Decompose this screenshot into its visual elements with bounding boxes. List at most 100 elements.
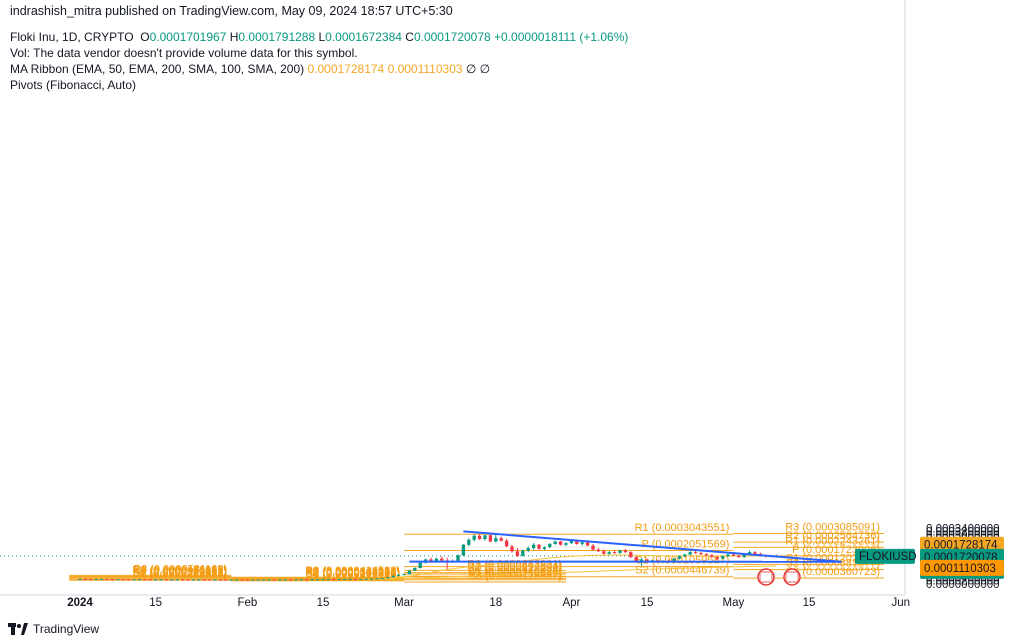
candle-body (521, 550, 525, 556)
x-tick-label: 15 (317, 597, 330, 609)
candle-body (148, 579, 152, 581)
ma-ribbon-label: MA Ribbon (EMA, 50, EMA, 200, SMA, 100, … (10, 62, 305, 76)
candle-body (364, 578, 368, 580)
change-value: +0.0000018111 (+1.06%) (494, 30, 629, 44)
candle-body (434, 558, 439, 563)
ma-ribbon-legend[interactable]: MA Ribbon (EMA, 50, EMA, 200, SMA, 100, … (10, 62, 490, 76)
candle-body (688, 552, 692, 555)
pivot-label: R1 (0.0002243261) (785, 535, 880, 547)
candle-body (245, 579, 250, 581)
flag-stripes-icon (759, 571, 773, 583)
candle-body (299, 579, 304, 581)
event-icons[interactable] (757, 568, 801, 586)
candle-body (170, 579, 174, 581)
candle-body (121, 579, 125, 581)
candle-body (580, 542, 584, 544)
candle-body (623, 550, 628, 553)
moving-averages (360, 554, 777, 581)
candle-body (396, 574, 401, 576)
ma-value-2: 0.0001110303 (387, 62, 463, 76)
candle-body (267, 579, 271, 581)
candle-body (180, 579, 185, 581)
candle-body (564, 543, 568, 545)
x-tick-label: 15 (803, 597, 816, 609)
candle-body (629, 552, 633, 558)
tradingview-footer: TradingView (8, 622, 99, 636)
high-label: H (229, 30, 239, 44)
candle-body (332, 579, 336, 581)
publisher-info: indrashish_mitra published on TradingVie… (10, 4, 453, 18)
pivot-label: R1 (0.0000438085) (132, 565, 227, 577)
candle-body (202, 579, 206, 581)
candle-body (105, 578, 109, 580)
pivots-legend[interactable]: Pivots (Fibonacci, Auto) (10, 78, 137, 92)
candle-body (467, 539, 471, 545)
candle-body (440, 558, 444, 561)
ema-price-tag: 0.0001728174 (924, 540, 998, 552)
candle-body (413, 567, 417, 571)
candle-body (548, 543, 552, 548)
y-tick-label: 0.0003200000 (926, 527, 1000, 539)
x-tick-label: May (723, 597, 745, 609)
candle-body (612, 552, 617, 554)
x-tick-label: Jun (892, 597, 911, 609)
candle-body (321, 579, 325, 581)
candle-body (515, 551, 520, 556)
candle-body (186, 579, 190, 581)
candle-body (175, 579, 179, 581)
ma-value-1: 0.0001728174 (307, 62, 385, 76)
pivot-label: S1 (0.0000261735) (306, 568, 400, 580)
candle-body (283, 579, 287, 581)
candle-body (197, 579, 201, 581)
candle-body (132, 579, 136, 581)
candle-body (526, 548, 530, 551)
trendlines[interactable] (409, 530, 842, 563)
candle-body (407, 570, 412, 575)
price-chart[interactable]: R3 (0.0000531163)R2 (0.0000473629)R1 (0.… (0, 0, 1024, 620)
ema-price-tag-bg (920, 536, 1004, 553)
candle-body (494, 538, 498, 542)
pivot-label: R1 (0.0003043551) (635, 522, 730, 534)
candle-body (596, 549, 601, 552)
candle-body (553, 541, 557, 544)
candle-body (742, 553, 746, 558)
candle-body (542, 547, 547, 549)
candle-body (348, 578, 352, 580)
candle-body (137, 579, 142, 581)
pivot-label: S3 (0.0000360723) (786, 566, 880, 578)
candle-body (78, 578, 82, 580)
candle-body (483, 535, 487, 540)
candle-body (310, 579, 314, 581)
candle-body (677, 556, 682, 559)
candle-body (715, 557, 719, 559)
pivot-label: R3 (0.0000531163) (133, 563, 227, 575)
candle-body (472, 535, 476, 540)
descending-resistance (463, 530, 842, 563)
candle-body (569, 540, 574, 544)
x-tick-label: Apr (562, 597, 580, 609)
y-tick-label: 0.0000000000 (926, 579, 1000, 591)
candle-body (402, 574, 406, 576)
pivot-label: R2 (0.0000473629) (132, 564, 227, 576)
x-tick-label: 18 (489, 597, 502, 609)
candle-body (126, 579, 131, 581)
candle-body (353, 578, 358, 580)
x-tick-label: 15 (149, 597, 162, 609)
candle-body (386, 577, 390, 579)
candle-body (753, 552, 757, 554)
pivot-label: R3 (0.0000416582) (305, 565, 400, 577)
candle-body (315, 579, 320, 581)
candle-body (602, 551, 606, 554)
pivot-label: P (0.0000304981) (312, 567, 400, 579)
x-tick-label: Mar (394, 597, 414, 609)
ema200-line (360, 565, 777, 581)
candle-body (585, 542, 590, 546)
candle-body (218, 579, 223, 581)
candle-body (477, 535, 482, 540)
candle-body (380, 578, 385, 580)
candle-body (110, 579, 115, 581)
symbol-ohlc-line: Floki Inu, 1D, CRYPTO O0.0001701967 H0.0… (10, 30, 628, 44)
candle-body (737, 555, 741, 558)
candle-body (699, 552, 703, 555)
pivot-label: R1 (0.0000348228) (305, 566, 400, 578)
